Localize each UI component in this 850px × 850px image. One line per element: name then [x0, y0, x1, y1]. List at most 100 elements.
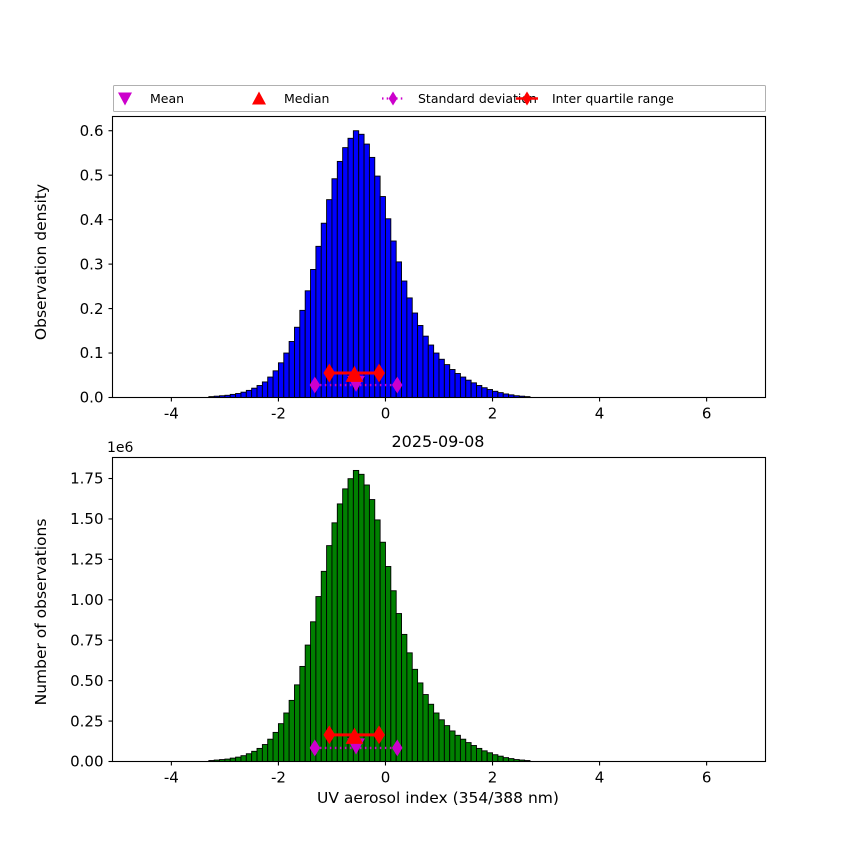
histogram-bar — [476, 747, 483, 762]
x-tick-label: 4 — [595, 405, 605, 423]
diamond-icon — [388, 91, 398, 106]
histogram-bar — [502, 757, 510, 762]
histogram-bar — [449, 730, 456, 762]
histogram-bar — [331, 522, 338, 762]
histogram-bar — [449, 369, 456, 398]
legend-entry: Mean — [118, 91, 184, 106]
histogram-bar — [294, 326, 301, 398]
histogram-bar — [481, 387, 488, 398]
histogram-bar — [486, 752, 493, 762]
histogram-bar — [422, 694, 429, 762]
histogram-bar — [235, 756, 242, 762]
y-axis-offset-label: 1e6 — [107, 440, 134, 456]
y-tick-label: 0.75 — [70, 631, 103, 649]
legend-label: Median — [284, 91, 329, 106]
y-tick-label: 1.00 — [70, 591, 103, 609]
histogram-bar — [438, 358, 445, 398]
histogram-bar — [240, 755, 247, 762]
histogram-bar — [476, 385, 483, 398]
standard-deviation-marker-high — [392, 739, 403, 757]
top-y-axis-label: Observation density — [32, 184, 50, 340]
triangle-down-icon — [118, 92, 132, 106]
chart-legend: Mean Median Standard deviation Inter quarti… — [113, 85, 766, 112]
histogram-bar — [417, 682, 424, 762]
diamond-icon — [522, 91, 532, 106]
histogram-bar — [481, 750, 488, 762]
y-tick-label: 0.0 — [80, 389, 104, 407]
histogram-bar — [272, 731, 279, 762]
histogram-bar — [390, 240, 397, 398]
histogram-bar — [299, 309, 306, 398]
histogram-bar — [401, 633, 408, 762]
histogram-bar — [438, 719, 445, 762]
x-tick-label: 2 — [488, 769, 498, 787]
histogram-bar — [331, 178, 338, 398]
histogram-bar — [347, 478, 354, 762]
y-tick-label: 0.50 — [70, 672, 103, 690]
standard-deviation-marker-low — [309, 376, 321, 394]
y-tick-label: 0.00 — [70, 753, 103, 771]
histogram-bar — [342, 147, 349, 398]
histogram-bar — [401, 280, 408, 398]
y-tick-label: 0.1 — [80, 344, 104, 362]
histogram-bar — [368, 156, 376, 398]
inter-quartile-range-marker-low — [323, 363, 336, 383]
top-bar-series — [208, 130, 531, 398]
legend-entry: Standard deviation — [382, 91, 537, 106]
histogram-bar — [299, 665, 306, 762]
histogram-bar — [390, 590, 397, 762]
median-marker — [345, 365, 364, 382]
median-marker — [345, 727, 364, 744]
histogram-bar — [427, 344, 435, 398]
histogram-bar — [267, 738, 274, 762]
histogram-bar — [406, 652, 413, 762]
histogram-bar — [315, 245, 322, 398]
top-axes: -4 -2 0 2 4 6 0.0 0.1 0.2 0.3 0.4 0.5 0.6 — [80, 115, 767, 423]
histogram-bar — [347, 137, 354, 398]
legend-entry: Median — [252, 91, 329, 106]
histogram-bar — [385, 566, 392, 762]
histogram-bar — [245, 753, 253, 762]
histogram-bar — [497, 755, 504, 762]
histogram-bar — [443, 364, 451, 398]
histogram-bar — [443, 725, 451, 762]
y-tick-label: 0.4 — [80, 211, 104, 229]
histogram-bar — [433, 352, 440, 398]
histogram-bar — [497, 392, 504, 398]
histogram-bar — [363, 484, 370, 762]
histogram-bar — [235, 393, 242, 398]
histogram-bar — [459, 376, 467, 398]
histogram-bar — [486, 389, 493, 398]
histogram-bar — [433, 712, 440, 762]
x-tick-label: 0 — [381, 405, 391, 423]
histogram-bar — [336, 160, 344, 398]
legend-entry: Inter quartile range — [516, 91, 674, 106]
bottom-statistics-markers — [309, 725, 403, 757]
inter-quartile-range-marker-low — [323, 725, 336, 745]
histogram-bar — [492, 754, 499, 762]
histogram-bar — [454, 373, 461, 398]
y-tick-label: 0.6 — [80, 122, 104, 140]
y-tick-label: 0.25 — [70, 712, 103, 730]
histogram-bar — [374, 519, 381, 762]
histogram-bar — [411, 668, 419, 762]
top-histogram-panel: -4 -2 0 2 4 6 0.0 0.1 0.2 0.3 0.4 0.5 0.6 Observatio… — [32, 115, 767, 451]
histogram-bar — [465, 379, 472, 398]
x-tick-label: 6 — [702, 769, 712, 787]
inter-quartile-range-marker-high — [373, 363, 385, 383]
histogram-bar — [406, 297, 413, 398]
standard-deviation-marker-high — [392, 376, 403, 394]
histogram-bar — [256, 747, 263, 762]
histogram-bar — [395, 613, 402, 762]
histogram-bar — [272, 370, 279, 398]
standard-deviation-marker-low — [309, 739, 321, 757]
histogram-bar — [492, 390, 499, 398]
histogram-bar — [411, 312, 419, 398]
legend-frame — [113, 85, 766, 112]
histogram-bar — [288, 699, 295, 762]
histogram-bar — [256, 385, 263, 398]
x-tick-label: -2 — [271, 405, 286, 423]
histogram-bar — [304, 644, 311, 762]
histogram-bar — [283, 352, 290, 398]
y-tick-label: 0.2 — [80, 300, 104, 318]
